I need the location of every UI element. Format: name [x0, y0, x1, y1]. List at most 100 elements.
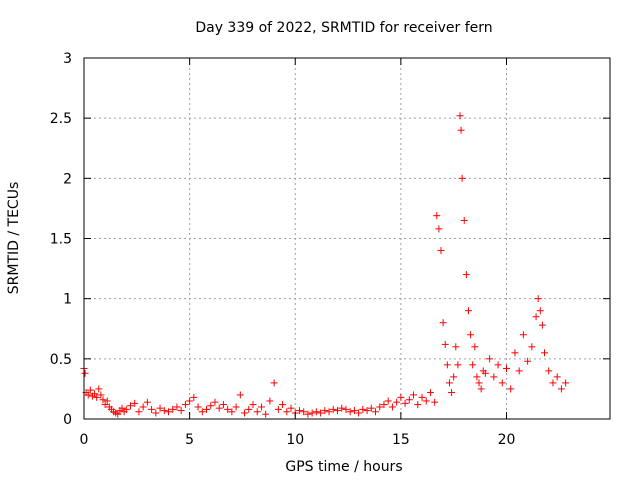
data-point — [541, 349, 549, 357]
data-point — [245, 405, 253, 413]
data-point — [279, 401, 287, 409]
data-point — [274, 405, 282, 413]
data-point — [388, 403, 396, 411]
data-point — [126, 402, 134, 410]
x-axis-ticks: 0 5 10 15 20 — [80, 58, 515, 448]
data-point — [300, 408, 308, 416]
data-point — [97, 391, 105, 399]
y-axis-label: SRMTID / TECUs — [6, 182, 22, 295]
data-point — [410, 391, 418, 399]
data-point — [433, 212, 441, 220]
y-tick-label: 3 — [63, 51, 72, 67]
data-point — [452, 343, 460, 351]
data-point — [266, 397, 274, 405]
data-point — [473, 373, 481, 381]
data-point — [486, 355, 494, 363]
data-point — [534, 295, 542, 303]
data-point — [224, 405, 232, 413]
x-tick-label: 5 — [185, 432, 194, 448]
x-tick-label: 10 — [286, 432, 304, 448]
data-point — [283, 408, 291, 416]
data-point — [164, 408, 172, 416]
data-point — [515, 367, 523, 375]
y-axis-ticks: 0 0.5 1 1.5 2 2.5 3 — [50, 51, 610, 428]
y-tick-label: 1.5 — [50, 232, 72, 248]
data-point — [557, 385, 565, 393]
data-point — [241, 409, 249, 417]
data-point — [397, 393, 405, 401]
data-point — [519, 331, 527, 339]
data-point — [169, 405, 177, 413]
data-point — [317, 409, 325, 417]
data-point — [498, 379, 506, 387]
data-point — [135, 408, 143, 416]
data-point — [203, 405, 211, 413]
data-point — [553, 373, 561, 381]
data-point — [86, 386, 94, 394]
data-point — [481, 369, 489, 377]
chart-title: Day 339 of 2022, SRMTID for receiver fer… — [195, 20, 492, 36]
data-point — [262, 410, 270, 418]
data-point — [462, 271, 470, 279]
data-point — [380, 401, 388, 409]
data-point — [190, 393, 198, 401]
data-point — [367, 404, 375, 412]
data-point — [350, 407, 358, 415]
data-point — [426, 389, 434, 397]
data-point — [437, 247, 445, 255]
data-point — [114, 410, 122, 418]
x-tick-label: 0 — [80, 432, 89, 448]
data-point — [532, 313, 540, 321]
data-point — [393, 398, 401, 406]
data-point — [228, 408, 236, 416]
data-point — [494, 361, 502, 369]
data-point — [536, 307, 544, 315]
data-point — [173, 403, 181, 411]
x-axis-label: GPS time / hours — [285, 459, 402, 475]
data-point — [457, 126, 465, 134]
data-point — [384, 397, 392, 405]
data-point — [270, 379, 278, 387]
data-point — [363, 407, 371, 415]
data-point — [95, 385, 103, 393]
data-point — [538, 321, 546, 329]
y-tick-label: 0.5 — [50, 352, 72, 368]
data-point — [84, 391, 92, 399]
data-point — [219, 401, 227, 409]
data-point — [207, 402, 215, 410]
data-point — [376, 403, 384, 411]
data-point — [194, 403, 202, 411]
data-point — [524, 357, 532, 365]
data-point — [422, 397, 430, 405]
data-point — [418, 393, 426, 401]
data-point — [467, 331, 475, 339]
data-point — [338, 404, 346, 412]
data-point — [131, 399, 139, 407]
data-point — [454, 361, 462, 369]
data-point — [308, 409, 316, 417]
data-point — [93, 393, 101, 401]
data-point — [405, 396, 413, 404]
data-point — [414, 401, 422, 409]
data-point — [152, 409, 160, 417]
data-point — [359, 405, 367, 413]
data-point — [507, 385, 515, 393]
data-point — [99, 396, 107, 404]
data-point — [448, 389, 456, 397]
data-point — [490, 373, 498, 381]
data-point — [211, 398, 219, 406]
data-point — [321, 407, 329, 415]
data-point — [198, 408, 206, 416]
grid — [84, 58, 610, 419]
data-point — [101, 401, 109, 409]
data-point — [91, 390, 99, 398]
data-point — [439, 319, 447, 327]
data-point — [435, 225, 443, 233]
data-point — [450, 373, 458, 381]
data-point — [186, 397, 194, 405]
data-point — [312, 408, 320, 416]
data-point — [464, 307, 472, 315]
data-point — [249, 401, 257, 409]
data-point — [469, 361, 477, 369]
data-point — [528, 343, 536, 351]
